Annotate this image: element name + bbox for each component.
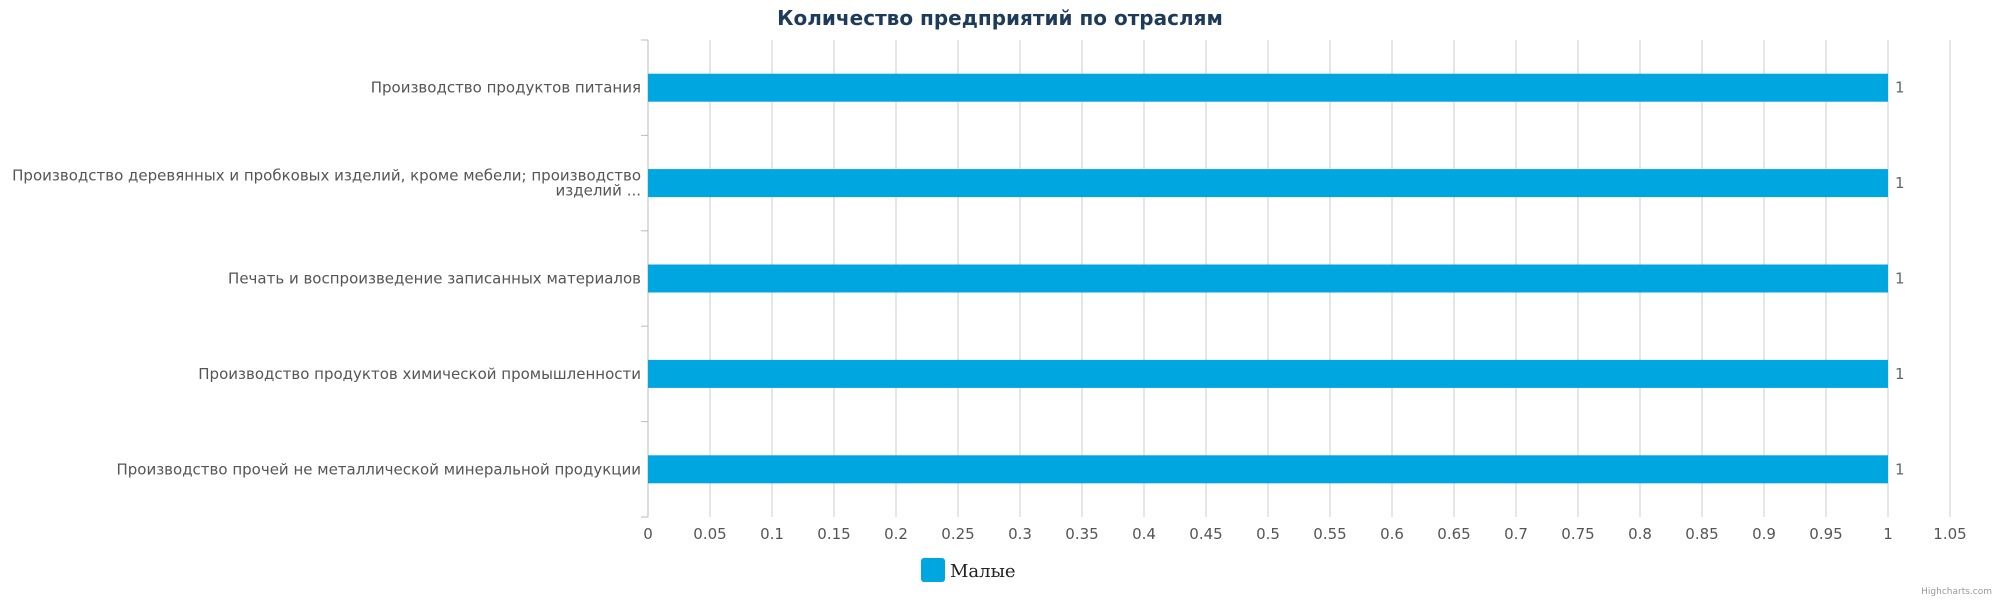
chart-title: Количество предприятий по отраслям xyxy=(777,6,1223,30)
bar[interactable] xyxy=(648,169,1888,198)
x-tick-label: 1.05 xyxy=(1933,525,1966,543)
x-tick-label: 0.55 xyxy=(1313,525,1346,543)
x-tick-label: 0.95 xyxy=(1809,525,1842,543)
data-label: 1 xyxy=(1895,365,1905,383)
x-tick-label: 0.1 xyxy=(760,525,784,543)
legend-label[interactable]: Малые xyxy=(950,561,1016,582)
x-tick-label: 0.4 xyxy=(1132,525,1156,543)
x-tick-label: 0.45 xyxy=(1189,525,1222,543)
bar[interactable] xyxy=(648,359,1888,388)
x-tick-label: 0.15 xyxy=(817,525,850,543)
category-axis xyxy=(641,39,649,518)
x-tick-label: 0.05 xyxy=(693,525,726,543)
category-label: Производство продуктов питания xyxy=(371,79,641,97)
credits[interactable]: Highcharts.com xyxy=(1921,587,1992,597)
x-tick-label: 0.25 xyxy=(941,525,974,543)
bars xyxy=(648,73,1888,484)
x-tick-label: 1 xyxy=(1883,525,1893,543)
x-tick-label: 0.85 xyxy=(1685,525,1718,543)
x-tick-label: 0.6 xyxy=(1380,525,1404,543)
x-tick-label: 0.2 xyxy=(884,525,908,543)
x-tick-label: 0.8 xyxy=(1628,525,1652,543)
category-label: Производство деревянных и пробковых изде… xyxy=(12,167,641,185)
x-tick-label: 0.35 xyxy=(1065,525,1098,543)
data-label: 1 xyxy=(1895,79,1905,97)
data-label: 1 xyxy=(1895,460,1905,478)
category-label: Производство продуктов химической промыш… xyxy=(198,365,641,383)
x-tick-label: 0 xyxy=(643,525,653,543)
x-axis-ticks: 0 0.05 0.1 0.15 0.2 0.25 0.3 0.35 0.4 0.45 0.5 0.55… xyxy=(643,525,1966,543)
category-labels: Производство продуктов питания Производст… xyxy=(12,79,641,479)
x-tick-label: 0.7 xyxy=(1504,525,1528,543)
category-label: Производство прочей не металлической мин… xyxy=(116,460,641,478)
bar[interactable] xyxy=(648,73,1888,102)
x-tick-label: 0.5 xyxy=(1256,525,1280,543)
category-label: изделий ... xyxy=(556,182,641,200)
x-tick-label: 0.9 xyxy=(1752,525,1776,543)
x-tick-label: 0.3 xyxy=(1008,525,1032,543)
category-label: Печать и воспроизведение записанных мате… xyxy=(228,270,641,288)
x-tick-label: 0.75 xyxy=(1561,525,1594,543)
bar[interactable] xyxy=(648,264,1888,293)
data-label: 1 xyxy=(1895,270,1905,288)
x-tick-label: 0.65 xyxy=(1437,525,1470,543)
data-label: 1 xyxy=(1895,174,1905,192)
data-labels: 1 1 1 1 1 xyxy=(1895,79,1905,479)
legend[interactable]: Малые xyxy=(921,558,1016,582)
bar[interactable] xyxy=(648,455,1888,484)
legend-swatch[interactable] xyxy=(921,558,945,582)
